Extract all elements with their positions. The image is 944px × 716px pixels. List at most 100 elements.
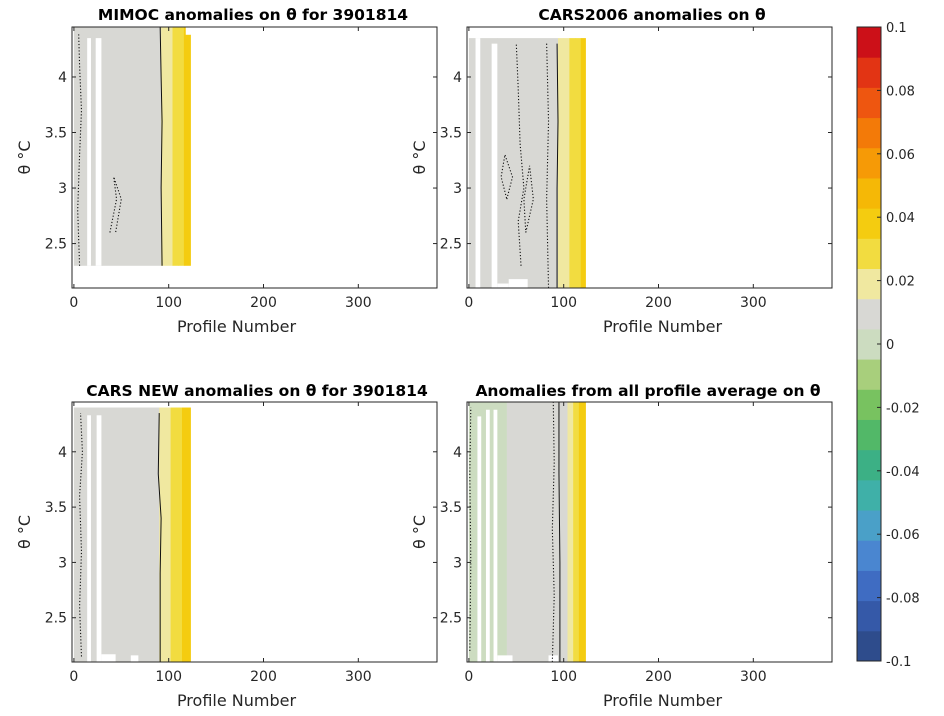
data-gap: [491, 43, 498, 288]
y-axis-label: θ °C: [15, 515, 34, 549]
data-column: [161, 27, 168, 266]
data-column: [544, 402, 561, 662]
colorbar-band: [857, 600, 881, 632]
data-gap: [475, 38, 481, 288]
y-tick-label: 4: [453, 445, 462, 461]
dotted-contour: [523, 165, 534, 233]
colorbar-band: [857, 359, 881, 390]
data-gap: [508, 279, 528, 288]
axes-box: [71, 401, 438, 663]
y-tick-label: 2.5: [45, 237, 67, 253]
colorbar-band: [857, 389, 881, 420]
x-tick-label: 300: [740, 669, 767, 685]
data-gap: [548, 655, 559, 662]
data-gap: [95, 38, 102, 266]
data-gap: [497, 655, 513, 662]
data-gap: [485, 409, 490, 662]
colorbar-tick-label: 0.04: [886, 211, 915, 226]
colorbar-band: [857, 570, 881, 602]
panel-all-profile-average: Anomalies from all profile average on θ …: [410, 382, 833, 710]
plot-area: [73, 27, 192, 266]
dotted-contour: [109, 176, 122, 233]
data-column: [159, 407, 166, 662]
zero-contour: [558, 402, 561, 662]
colorbar-tick-label: -0.08: [886, 592, 920, 607]
colorbar-band: [857, 177, 881, 209]
colorbar-tick-label: -0.02: [886, 401, 920, 416]
colorbar-tick-label: -0.06: [886, 528, 920, 543]
panel-cars-new: CARS NEW anomalies on θ for 3901814 0 100…: [15, 382, 438, 710]
y-axis-label: θ °C: [15, 140, 34, 174]
data-column: [580, 38, 586, 288]
y-tick-label: 2.5: [440, 237, 462, 253]
x-tick-label: 200: [645, 669, 672, 685]
x-tick-label: 100: [155, 669, 182, 685]
colorbar-band: [857, 238, 881, 270]
data-column: [166, 27, 173, 266]
colorbar: 0.1 0.08 0.06 0.04 0.02 0 -0.02 -0.04 -0.06 -0.08…: [856, 21, 920, 670]
y-tick-label: 3.5: [440, 126, 462, 142]
colorbar-tick-label: 0.06: [886, 148, 915, 163]
data-gap: [497, 283, 509, 288]
data-column: [102, 27, 162, 266]
data-gap: [87, 415, 91, 662]
y-tick-label: 3: [453, 555, 462, 571]
data-column: [506, 402, 546, 662]
axes-box: [466, 401, 833, 663]
colorbar-band: [857, 449, 881, 481]
data-column: [183, 27, 191, 266]
data-gap: [130, 655, 139, 662]
colorbar-band: [857, 117, 881, 149]
data-gap: [96, 415, 102, 662]
colorbar-band: [857, 208, 881, 239]
x-tick-label: 300: [345, 295, 372, 311]
tick-labels: 0 100 200 300 2.5 3 3.5 4: [440, 27, 832, 311]
data-column: [567, 402, 574, 662]
colorbar-band: [857, 540, 881, 571]
colorbar-bands: [857, 27, 881, 662]
colorbar-band: [857, 298, 881, 330]
dotted-contour: [515, 43, 525, 266]
x-tick-label: 0: [69, 669, 78, 685]
y-tick-label: 3: [58, 181, 67, 197]
data-column: [178, 27, 185, 266]
plot-area: [468, 38, 586, 288]
colorbar-tick-label: 0.08: [886, 84, 915, 99]
x-axis-label: Profile Number: [603, 691, 723, 710]
x-tick-label: 0: [69, 295, 78, 311]
y-tick-label: 4: [58, 70, 67, 86]
data-gap: [493, 409, 498, 662]
y-tick-label: 3.5: [440, 500, 462, 516]
y-tick-label: 3: [453, 181, 462, 197]
x-tick-label: 200: [250, 295, 277, 311]
data-column: [569, 38, 576, 288]
y-axis-label: θ °C: [410, 515, 429, 549]
y-tick-label: 2.5: [440, 611, 462, 627]
x-tick-label: 200: [250, 669, 277, 685]
colorbar-tick-label: 0.1: [886, 21, 907, 36]
plot-area: [468, 402, 586, 662]
x-tick-label: 100: [550, 295, 577, 311]
colorbar-band: [857, 630, 881, 662]
colorbar-band: [857, 27, 881, 58]
y-tick-label: 4: [453, 70, 462, 86]
zero-contour: [556, 43, 559, 288]
data-column: [497, 38, 559, 288]
y-tick-label: 3.5: [45, 126, 67, 142]
colorbar-band: [857, 57, 881, 88]
x-axis-label: Profile Number: [603, 317, 723, 336]
colorbar-band: [857, 87, 881, 119]
y-tick-label: 2.5: [45, 611, 67, 627]
colorbar-band: [857, 147, 881, 179]
panel-cars2006: CARS2006 anomalies on θ 0 100 200 300 2.5 3 3.…: [410, 6, 833, 336]
data-column: [578, 402, 586, 662]
tick-labels: 0 100 200 300 2.5 3 3.5 4: [45, 402, 437, 685]
data-column: [176, 407, 183, 662]
data-column: [102, 407, 160, 662]
colorbar-band: [857, 510, 881, 541]
plot-area: [73, 407, 191, 662]
panel-mimoc: MIMOC anomalies on θ for 3901814 0 100 200…: [15, 6, 438, 336]
tick-labels: 0 100 200 300 2.5 3 3.5 4: [440, 402, 832, 685]
colorbar-tick-label: 0: [886, 338, 894, 353]
